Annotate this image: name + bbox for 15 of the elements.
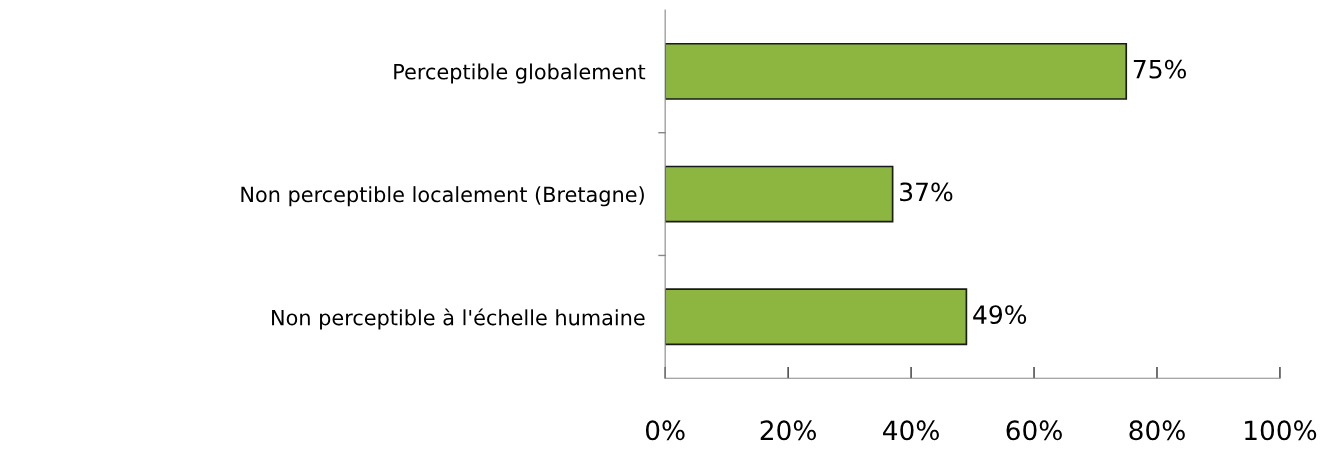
data-label: 75% [1133,59,1186,79]
bar [665,288,968,346]
y-tick-label: Non perceptible localement (Bretagne) [241,186,644,207]
data-label: 49% [973,305,1027,325]
y-tick-label: Non perceptible à l'échelle humaine [272,308,645,330]
y-tick-label: Perceptible globalement [394,63,646,84]
x-tick-label: 0% [645,420,685,441]
x-tick-label: 40% [883,420,939,441]
x-tick-label: 80% [1129,420,1185,441]
x-tick-label: 100% [1245,420,1317,441]
bar [665,165,894,223]
bar [665,42,1128,100]
x-tick-label: 60% [1006,420,1062,441]
x-tick-label: 20% [760,420,816,441]
data-label: 37% [900,182,953,202]
